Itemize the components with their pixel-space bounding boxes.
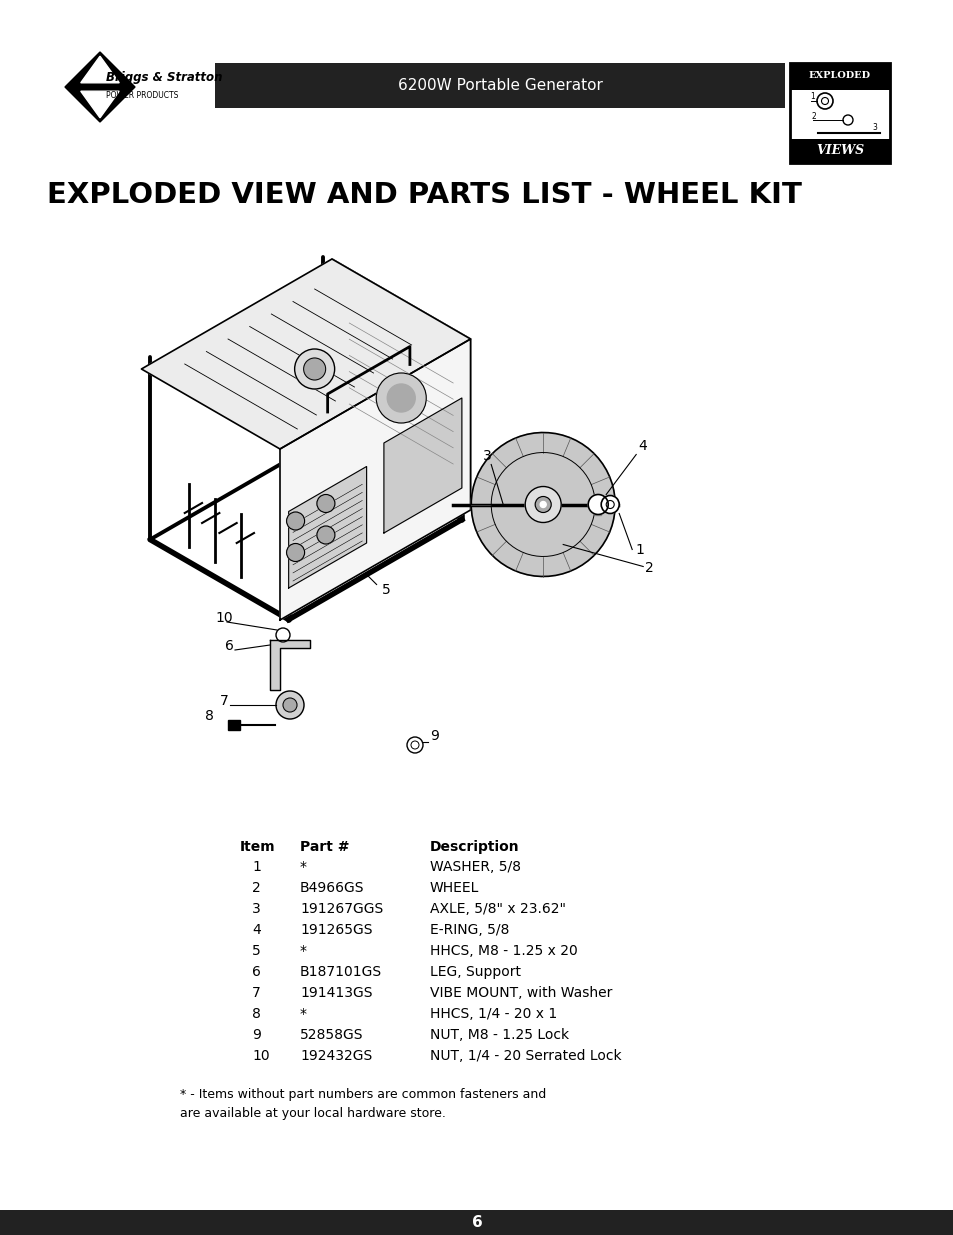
Text: 6: 6	[252, 965, 260, 979]
Text: 3: 3	[871, 124, 876, 132]
Text: 191267GGS: 191267GGS	[299, 902, 383, 916]
Polygon shape	[270, 640, 310, 690]
Text: 3: 3	[483, 448, 492, 462]
Text: 52858GS: 52858GS	[299, 1028, 363, 1042]
Text: VIBE MOUNT, with Washer: VIBE MOUNT, with Washer	[430, 986, 612, 1000]
Text: WASHER, 5/8: WASHER, 5/8	[430, 860, 520, 874]
Text: 3: 3	[252, 902, 260, 916]
Text: Item: Item	[240, 840, 275, 853]
Text: HHCS, M8 - 1.25 x 20: HHCS, M8 - 1.25 x 20	[430, 944, 578, 958]
Text: Briggs & Stratton: Briggs & Stratton	[106, 72, 222, 84]
Circle shape	[275, 629, 290, 642]
Circle shape	[375, 373, 426, 424]
Text: 4: 4	[252, 923, 260, 937]
Text: 6: 6	[225, 638, 233, 653]
Text: 6: 6	[471, 1215, 482, 1230]
Polygon shape	[81, 57, 119, 83]
Text: 1: 1	[809, 91, 814, 101]
Text: 1: 1	[252, 860, 260, 874]
Text: 4: 4	[638, 438, 646, 452]
Circle shape	[303, 358, 325, 380]
Text: *: *	[299, 1007, 307, 1021]
Text: NUT, 1/4 - 20 Serrated Lock: NUT, 1/4 - 20 Serrated Lock	[430, 1049, 621, 1063]
Bar	[789, 63, 889, 90]
Text: 8: 8	[205, 709, 213, 722]
Circle shape	[535, 496, 551, 513]
Polygon shape	[289, 467, 366, 588]
Circle shape	[286, 513, 304, 530]
Polygon shape	[141, 259, 470, 450]
Text: 5: 5	[252, 944, 260, 958]
Polygon shape	[471, 432, 615, 577]
Text: VIEWS: VIEWS	[815, 144, 863, 158]
Text: LEG, Support: LEG, Support	[430, 965, 520, 979]
Bar	[0, 1210, 953, 1235]
Circle shape	[316, 494, 335, 513]
Text: 7: 7	[252, 986, 260, 1000]
Text: EXPLODED: EXPLODED	[808, 72, 870, 80]
Polygon shape	[280, 338, 470, 620]
Text: 10: 10	[252, 1049, 270, 1063]
Text: WHEEL: WHEEL	[430, 881, 478, 895]
Circle shape	[283, 698, 296, 713]
Circle shape	[539, 501, 546, 508]
Circle shape	[387, 384, 415, 412]
Bar	[214, 63, 784, 107]
Polygon shape	[81, 91, 119, 117]
Text: 10: 10	[214, 611, 233, 625]
Circle shape	[286, 543, 304, 562]
Circle shape	[407, 737, 422, 753]
Text: 2: 2	[252, 881, 260, 895]
Text: 191413GS: 191413GS	[299, 986, 372, 1000]
Circle shape	[275, 692, 304, 719]
Text: 2: 2	[644, 561, 653, 574]
Text: 6200W Portable Generator: 6200W Portable Generator	[397, 78, 601, 93]
Text: 2: 2	[811, 112, 816, 121]
Polygon shape	[332, 259, 470, 510]
Text: POWER PRODUCTS: POWER PRODUCTS	[106, 91, 178, 100]
Bar	[595, 494, 600, 515]
Bar	[228, 720, 240, 730]
Circle shape	[525, 487, 560, 522]
Text: 1: 1	[635, 543, 643, 557]
Text: HHCS, 1/4 - 20 x 1: HHCS, 1/4 - 20 x 1	[430, 1007, 557, 1021]
Polygon shape	[65, 52, 135, 122]
Text: *: *	[299, 944, 307, 958]
Text: * - Items without part numbers are common fasteners and
are available at your lo: * - Items without part numbers are commo…	[180, 1088, 546, 1120]
Text: 191265GS: 191265GS	[299, 923, 372, 937]
Circle shape	[316, 526, 335, 543]
Text: 9: 9	[430, 729, 438, 743]
Text: B4966GS: B4966GS	[299, 881, 364, 895]
Text: E-RING, 5/8: E-RING, 5/8	[430, 923, 509, 937]
Bar	[789, 63, 889, 163]
Circle shape	[294, 350, 335, 389]
Text: Part #: Part #	[299, 840, 349, 853]
Text: 9: 9	[252, 1028, 260, 1042]
Polygon shape	[383, 398, 461, 534]
Text: 7: 7	[220, 694, 229, 708]
Text: Description: Description	[430, 840, 519, 853]
Text: *: *	[299, 860, 307, 874]
Text: NUT, M8 - 1.25 Lock: NUT, M8 - 1.25 Lock	[430, 1028, 569, 1042]
Circle shape	[588, 494, 608, 515]
Text: 8: 8	[252, 1007, 260, 1021]
Text: B187101GS: B187101GS	[299, 965, 382, 979]
Text: EXPLODED VIEW AND PARTS LIST - WHEEL KIT: EXPLODED VIEW AND PARTS LIST - WHEEL KIT	[47, 182, 801, 209]
Text: 5: 5	[382, 583, 391, 597]
Circle shape	[600, 495, 618, 514]
Text: 192432GS: 192432GS	[299, 1049, 372, 1063]
Text: AXLE, 5/8" x 23.62": AXLE, 5/8" x 23.62"	[430, 902, 565, 916]
Bar	[789, 140, 889, 163]
